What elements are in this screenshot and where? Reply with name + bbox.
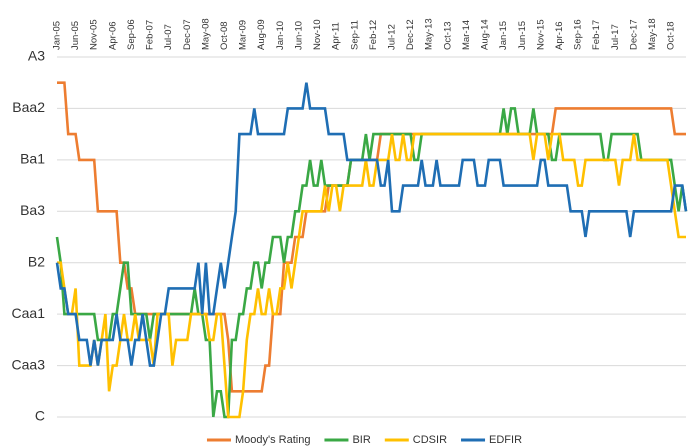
x-tick-label: Aug-14 [480, 19, 491, 50]
x-tick-label: Feb-07 [145, 20, 156, 50]
x-tick-label: Jan-05 [52, 21, 63, 50]
x-tick-label: Nov-05 [89, 19, 100, 50]
x-tick-label: May-08 [200, 18, 211, 50]
x-tick-label: May-13 [424, 18, 435, 50]
legend-label: BIR [352, 434, 370, 446]
x-tick-label: Dec-12 [405, 19, 416, 50]
legend-label: CDSIR [413, 434, 447, 446]
x-tick-label: Oct-08 [219, 21, 230, 50]
x-tick-label: Sep-16 [573, 19, 584, 50]
x-tick-label: Jul-17 [610, 24, 621, 50]
x-tick-label: Oct-13 [442, 21, 453, 50]
x-tick-label: Apr-06 [107, 21, 118, 50]
x-tick-label: Sep-11 [349, 20, 360, 50]
legend-label: Moody's Rating [235, 434, 310, 446]
x-tick-label: Jun-15 [517, 21, 528, 50]
x-tick-label: Jul-07 [163, 24, 174, 50]
x-tick-label: Aug-09 [256, 19, 267, 50]
series-line [57, 132, 686, 419]
y-tick-label: Baa2 [12, 99, 45, 115]
y-tick-label: Ba3 [20, 202, 45, 218]
y-tick-label: Caa1 [12, 305, 46, 321]
x-tick-label: Dec-07 [182, 19, 193, 50]
series-line [55, 82, 688, 367]
x-tick-label: Apr-16 [554, 21, 565, 50]
x-tick-label: Feb-17 [591, 20, 602, 50]
y-tick-label: C [35, 408, 45, 424]
x-tick-label: Jul-12 [386, 24, 397, 50]
x-tick-label: Jun-05 [70, 21, 81, 50]
x-tick-label: Jan-10 [275, 21, 286, 50]
x-tick-label: Nov-15 [535, 19, 546, 50]
x-tick-label: Feb-12 [368, 20, 379, 50]
x-tick-label: Mar-09 [238, 20, 249, 50]
x-tick-label: May-18 [647, 18, 658, 50]
x-tick-label: Mar-14 [461, 20, 472, 50]
x-tick-label: Nov-10 [312, 19, 323, 50]
x-tick-label: Sep-06 [126, 19, 137, 50]
legend-label: EDFIR [489, 434, 522, 446]
x-tick-label: Jun-10 [293, 21, 304, 50]
x-tick-label: Apr-11 [331, 22, 342, 50]
x-tick-label: Dec-17 [628, 19, 639, 50]
y-tick-label: B2 [28, 253, 45, 269]
y-tick-label: Caa3 [12, 356, 46, 372]
x-tick-label: Jan-15 [498, 21, 509, 50]
y-tick-label: A3 [28, 48, 45, 64]
y-tick-label: Ba1 [20, 151, 45, 167]
x-tick-label: Oct-18 [666, 21, 677, 50]
